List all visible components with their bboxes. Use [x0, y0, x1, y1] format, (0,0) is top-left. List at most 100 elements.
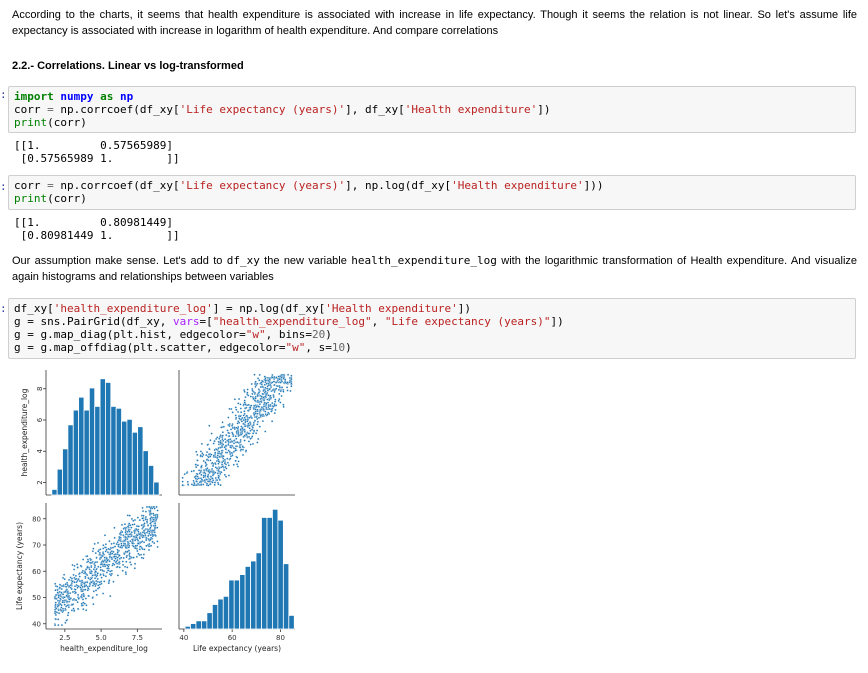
code-cell-2[interactable]: corr = np.corrcoef(df_xy['Life expectanc…: [8, 175, 856, 210]
hist-bar-life-expectancy: [272, 508, 279, 630]
scatter-point: [83, 585, 86, 588]
x-axis-label: health_expenditure_log: [60, 644, 148, 653]
scatter-point: [141, 517, 144, 520]
scatter-point: [95, 556, 98, 560]
scatter-point: [223, 462, 227, 465]
scatter-point: [281, 373, 285, 377]
hist-bar-health-log: [147, 465, 155, 496]
scatter-point: [220, 471, 223, 474]
scatter-point: [279, 401, 282, 404]
scatter-point: [104, 575, 108, 578]
scatter-point: [210, 453, 213, 456]
scatter-point: [65, 588, 68, 591]
code-token: ): [345, 341, 352, 354]
scatter-point: [239, 428, 242, 431]
hist-bar-life-expectancy: [266, 517, 273, 630]
scatter-point: [232, 439, 236, 442]
scatter-point: [142, 525, 145, 529]
scatter-point: [156, 545, 159, 549]
scatter-point: [222, 439, 225, 443]
scatter-point: [211, 477, 214, 480]
scatter-point: [257, 405, 260, 408]
scatter-point: [66, 590, 69, 594]
scatter-point: [266, 376, 270, 379]
y-axis-label: health_expenditure_log: [20, 388, 29, 476]
code-token: corr: [14, 179, 41, 192]
code-cell-1[interactable]: import numpy as np corr = np.corrcoef(df…: [8, 86, 856, 133]
code-token: g = g.map_offdiag(plt.scatter, edgecolor…: [14, 341, 286, 354]
scatter-point: [248, 421, 252, 424]
scatter-point: [285, 386, 289, 389]
code-token: ]): [457, 302, 471, 315]
code-token: , s=: [305, 341, 332, 354]
scatter-point: [90, 565, 93, 569]
scatter-point: [58, 586, 61, 589]
scatter-point: [93, 564, 97, 567]
scatter-point: [202, 476, 205, 479]
scatter-point: [266, 398, 269, 401]
scatter-point: [243, 390, 246, 393]
scatter-point: [78, 575, 81, 578]
scatter-point: [224, 448, 227, 451]
scatter-point: [142, 553, 146, 556]
scatter-point: [218, 478, 221, 482]
scatter-point: [131, 542, 134, 545]
scatter-point: [95, 568, 98, 571]
scatter-point: [151, 540, 154, 543]
scatter-point: [261, 392, 264, 396]
y-tick-label: 6: [36, 417, 44, 422]
scatter-point: [265, 406, 268, 410]
scatter-point: [264, 395, 267, 398]
scatter-point: [149, 517, 152, 520]
scatter-point: [84, 568, 88, 571]
scatter-point: [274, 398, 277, 401]
scatter-point: [121, 563, 125, 567]
scatter-point: [127, 535, 130, 538]
code-token: g = g.map_diag(plt.hist, edgecolor=: [14, 328, 246, 341]
scatter-point: [220, 444, 224, 448]
scatter-point: [80, 571, 84, 574]
scatter-point: [70, 587, 73, 591]
scatter-point: [145, 536, 148, 540]
scatter-point: [130, 517, 134, 521]
scatter-point: [102, 574, 105, 577]
scatter-point: [130, 526, 133, 529]
y-tick-label: 60: [32, 568, 41, 576]
scatter-point: [252, 429, 256, 432]
hist-bar-health-log: [137, 426, 144, 496]
scatter-point: [273, 402, 276, 406]
code-builtin: print: [14, 192, 48, 205]
scatter-point: [242, 419, 245, 422]
scatter-point: [120, 523, 124, 527]
hist-bar-life-expectancy: [190, 623, 197, 630]
code-token: ] = np.log(df_xy[: [212, 302, 326, 315]
scatter-point: [133, 539, 137, 542]
scatter-point: [113, 559, 116, 562]
scatter-point: [254, 385, 257, 389]
scatter-point: [118, 566, 121, 569]
scatter-point: [242, 403, 245, 406]
scatter-point: [113, 545, 117, 548]
scatter-point: [247, 394, 250, 397]
scatter-point: [128, 561, 132, 564]
scatter-point: [148, 542, 151, 546]
code-token: np.corrcoef(df_xy[: [60, 103, 180, 116]
scatter-point: [194, 475, 197, 478]
scatter-point: [81, 558, 85, 561]
scatter-point: [95, 579, 98, 583]
scatter-point: [227, 474, 231, 477]
scatter-point: [194, 477, 197, 480]
scatter-point: [54, 618, 58, 621]
scatter-point: [133, 523, 136, 526]
scatter-point: [61, 576, 65, 580]
scatter-point: [199, 480, 203, 483]
scatter-point: [146, 530, 150, 533]
scatter-point: [239, 411, 243, 414]
scatter-point: [219, 483, 222, 487]
scatter-point: [66, 604, 69, 607]
scatter-point: [262, 399, 266, 402]
code-cell-3[interactable]: df_xy['health_expenditure_log'] = np.log…: [8, 298, 856, 359]
scatter-point: [205, 468, 208, 472]
scatter-point: [244, 425, 247, 428]
scatter-point: [227, 431, 230, 434]
